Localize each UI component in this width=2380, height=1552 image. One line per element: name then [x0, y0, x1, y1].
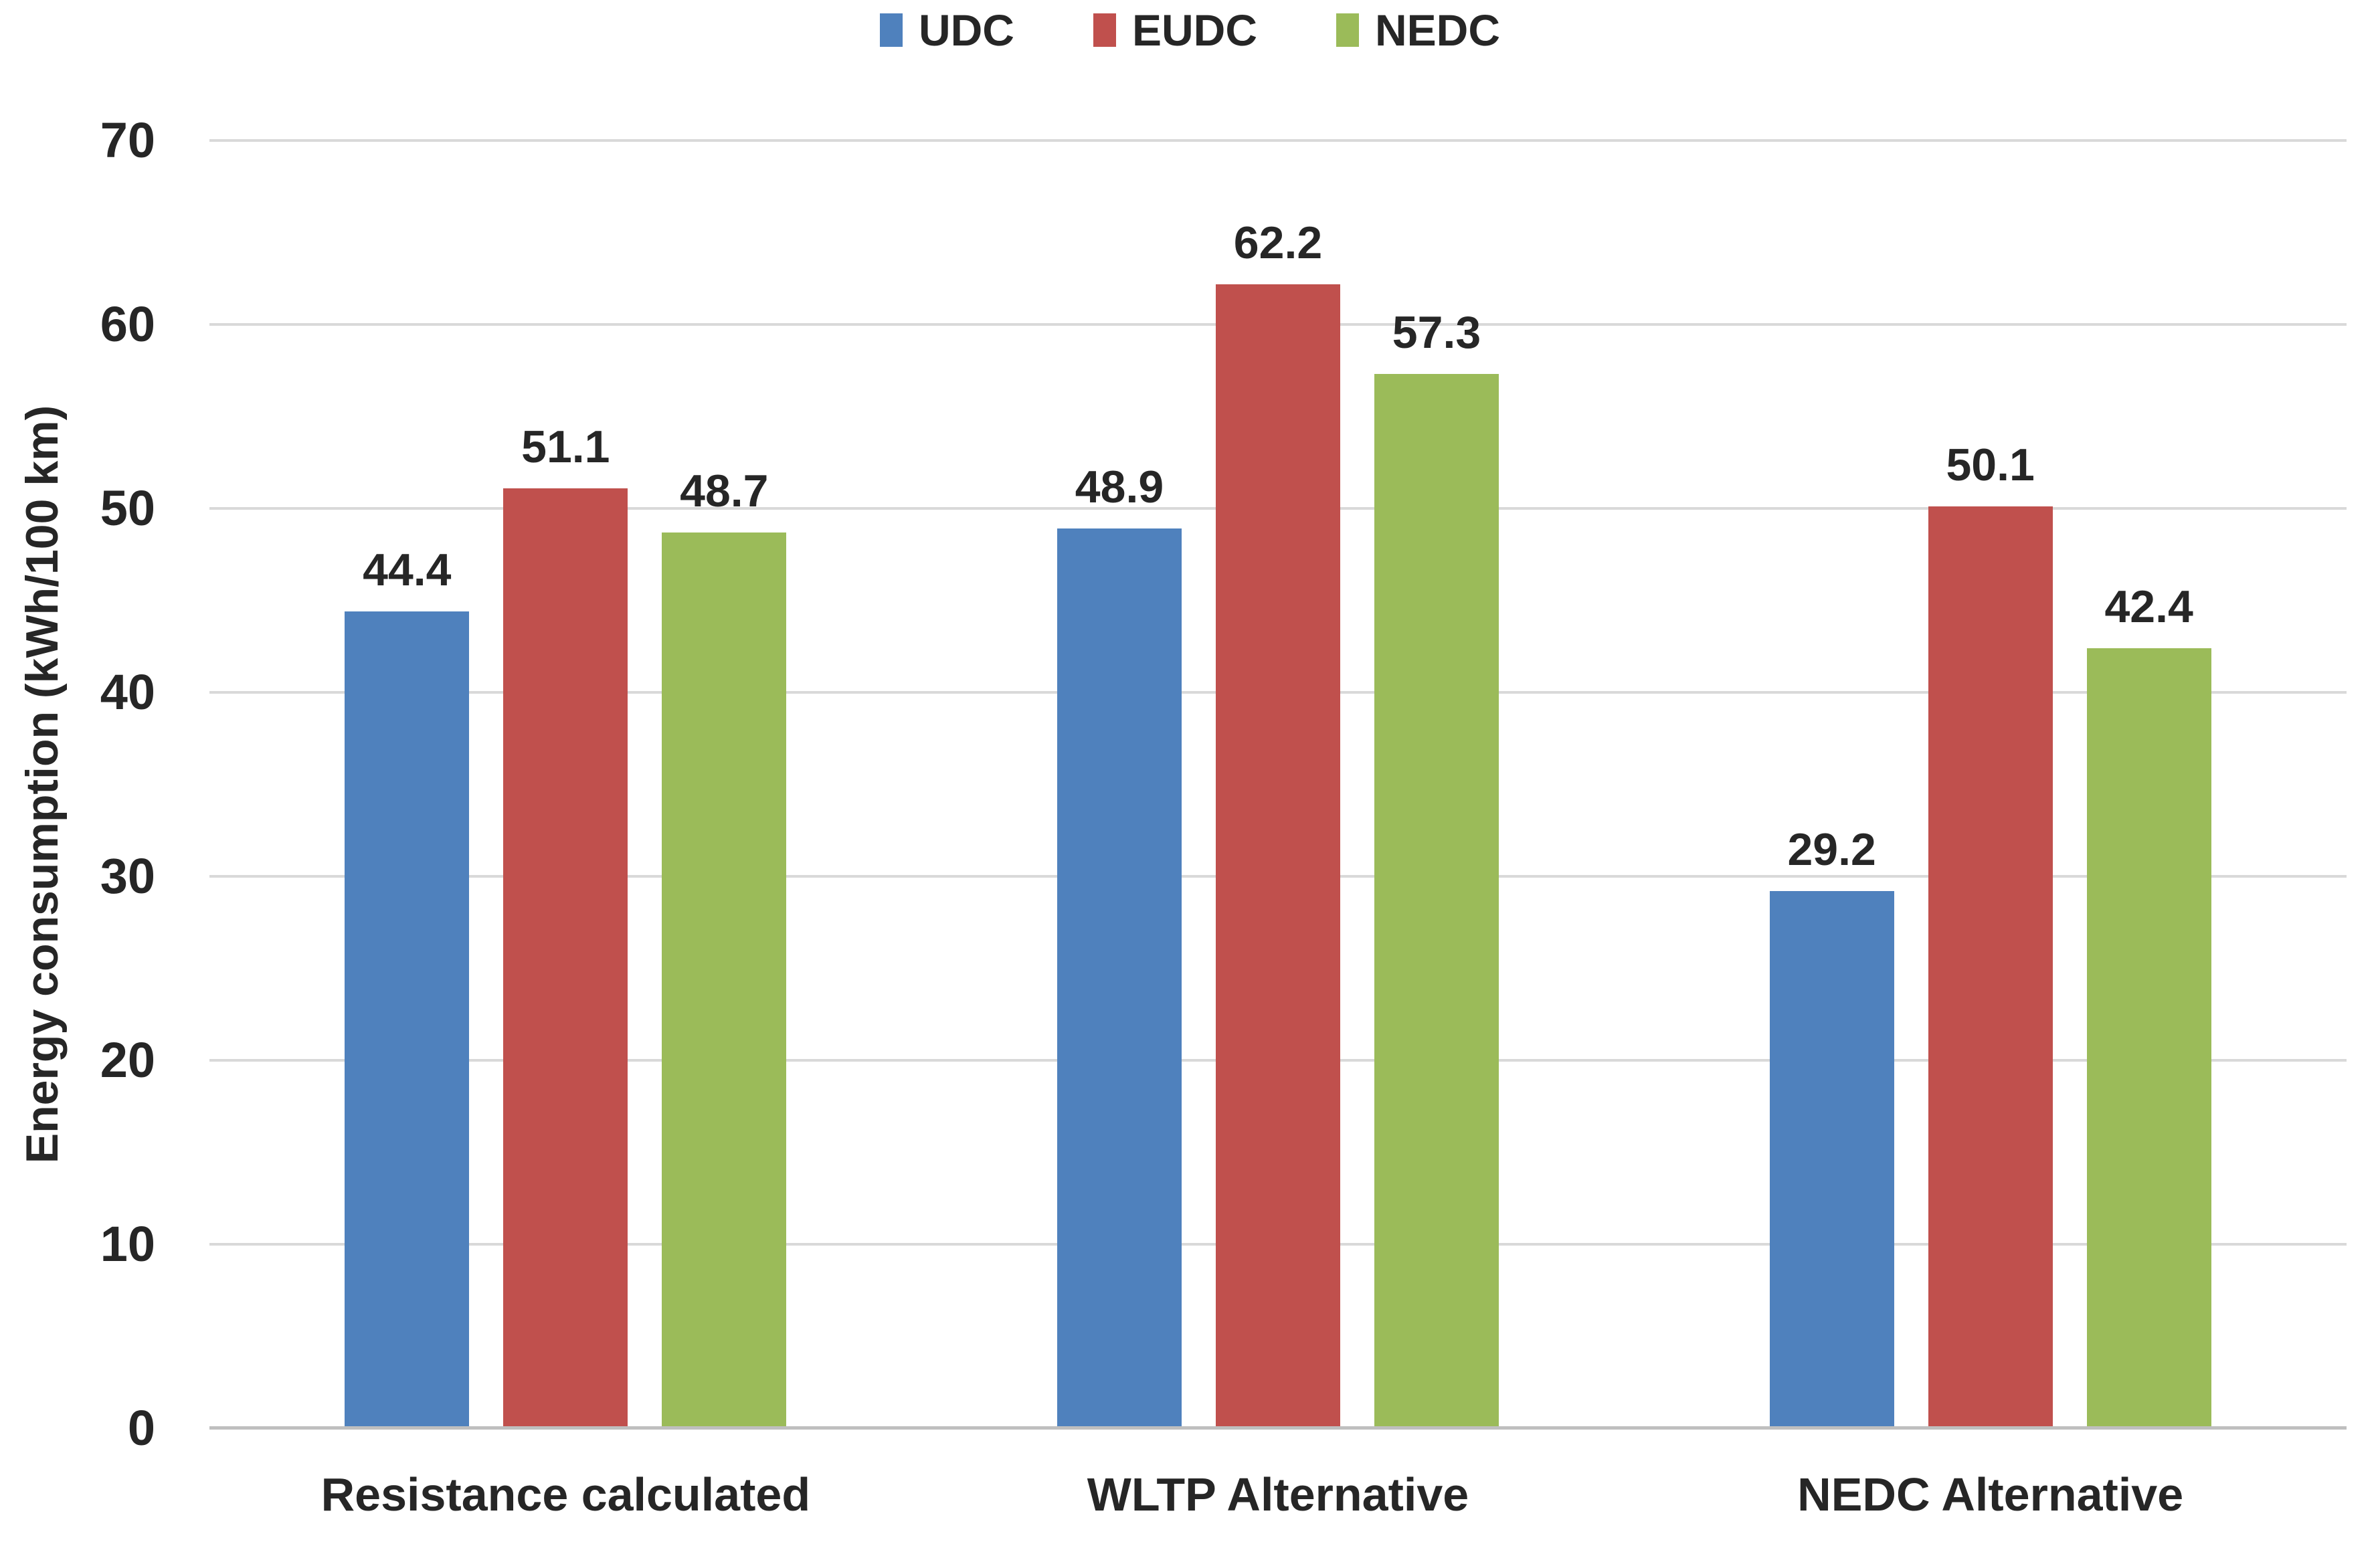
y-axis-tick-labels: 0 10 20 30 40 50 60 70	[0, 112, 155, 1456]
legend-item-nedc: NEDC	[1336, 8, 1500, 52]
legend-label-nedc: NEDC	[1375, 5, 1501, 55]
legend-marker-eudc	[1093, 13, 1116, 47]
bar-udc-resistance-calculated: 44.4	[345, 547, 470, 1428]
value-label-udc-resistance-calculated: 44.4	[363, 545, 452, 595]
bar-eudc-wltp-alternative: 62.2	[1215, 220, 1340, 1428]
x-axis-category-labels: Resistance calculated WLTP Alternative NED…	[209, 1469, 2347, 1521]
value-label-udc-nedc-alternative: 29.2	[1787, 824, 1876, 875]
legend-label-eudc: EUDC	[1131, 5, 1257, 55]
legend-marker-nedc	[1336, 13, 1359, 47]
bar-nedc-wltp-alternative: 57.3	[1374, 310, 1499, 1428]
bar-eudc-resistance-calculated: 51.1	[503, 424, 628, 1428]
legend-marker-udc	[879, 13, 903, 47]
legend-label-udc: UDC	[918, 5, 1014, 55]
bar-nedc-resistance-calculated: 48.7	[662, 468, 787, 1428]
bar-eudc-nedc-alternative: 50.1	[1928, 442, 2053, 1428]
gridline-70	[209, 139, 2347, 142]
value-label-nedc-nedc-alternative: 42.4	[2104, 581, 2193, 632]
value-label-eudc-nedc-alternative: 50.1	[1946, 440, 2035, 491]
value-label-nedc-wltp-alternative: 57.3	[1392, 307, 1481, 359]
x-axis-baseline	[209, 1426, 2347, 1430]
value-label-eudc-resistance-calculated: 51.1	[521, 421, 610, 472]
legend-item-udc: UDC	[879, 5, 1014, 55]
value-label-udc-wltp-alternative: 48.9	[1075, 462, 1164, 513]
y-tick-label-20: 20	[100, 1032, 155, 1088]
y-tick-label-60: 60	[100, 296, 155, 352]
x-category-label-wltp-alternative: WLTP Alternative	[1087, 1468, 1469, 1521]
value-label-nedc-resistance-calculated: 48.7	[680, 465, 769, 516]
bar-nedc-nedc-alternative: 42.4	[2086, 584, 2211, 1428]
bar-group-resistance-calculated: 44.4 51.1 48.7	[209, 140, 922, 1428]
value-label-eudc-wltp-alternative: 62.2	[1233, 217, 1323, 268]
y-tick-label-50: 50	[100, 480, 155, 536]
y-tick-label-0: 0	[127, 1400, 155, 1456]
bar-group-wltp-alternative: 48.9 62.2 57.3	[922, 140, 1635, 1428]
y-tick-label-10: 10	[100, 1216, 155, 1272]
x-category-label-resistance-calculated: Resistance calculated	[321, 1468, 811, 1521]
y-tick-label-70: 70	[100, 112, 155, 168]
plot-area: 44.4 51.1 48.7 48.9 62.2 57.3 29.2 50.1 42.4	[209, 139, 2347, 1430]
legend-item-eudc: EUDC	[1093, 8, 1257, 52]
bar-group-nedc-alternative: 29.2 50.1 42.4	[1634, 140, 2347, 1428]
bar-udc-wltp-alternative: 48.9	[1057, 464, 1182, 1428]
x-category-label-nedc-alternative: NEDC Alternative	[1797, 1468, 2184, 1521]
y-tick-label-40: 40	[100, 664, 155, 720]
bar-udc-nedc-alternative: 29.2	[1769, 827, 1894, 1428]
y-tick-label-30: 30	[100, 848, 155, 904]
legend: UDC EUDC NEDC	[0, 8, 2380, 52]
